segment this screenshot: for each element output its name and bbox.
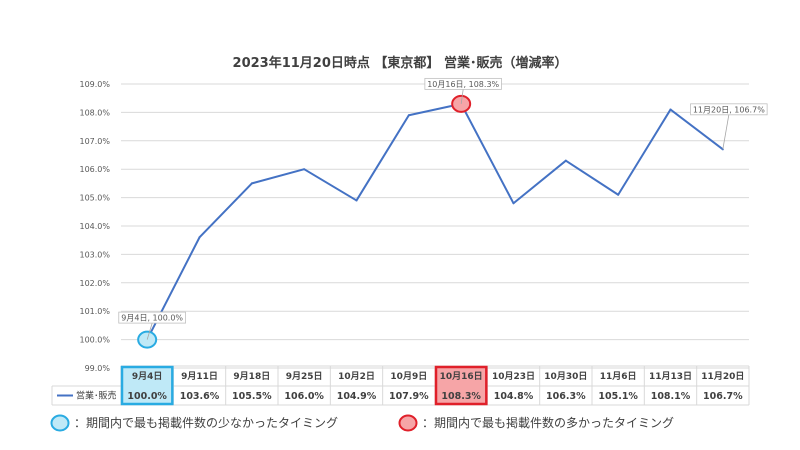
x-category-label: 10月9日 xyxy=(390,371,427,382)
y-tick-label: 103.0% xyxy=(79,250,110,259)
gridlines xyxy=(121,83,749,369)
callout-box xyxy=(118,311,186,324)
y-tick-label: 108.0% xyxy=(79,108,110,117)
table-series-name: 営業･販売 xyxy=(76,390,117,402)
table-value: 106.7% xyxy=(703,391,743,402)
table-value: 106.0% xyxy=(284,391,324,402)
table-value: 103.6% xyxy=(180,391,220,402)
data-point xyxy=(198,236,201,239)
data-point xyxy=(250,182,253,185)
table-value: 105.1% xyxy=(598,391,638,402)
callout-label: 9月4日, 100.0% xyxy=(121,314,183,323)
x-category-label: 11月20日 xyxy=(701,371,744,382)
legend-min-marker xyxy=(50,414,70,432)
y-tick-label: 99.0% xyxy=(85,364,111,373)
chart-title: 2023年11月20日時点 【東京都】 営業･販売（増減率） xyxy=(233,55,568,71)
y-tick-label: 106.0% xyxy=(79,165,110,174)
y-tick-label: 107.0% xyxy=(79,137,110,146)
callout-label: 11月20日, 106.7% xyxy=(693,105,765,114)
legend-max-marker xyxy=(398,414,418,432)
x-category-label: 11月6日 xyxy=(600,371,637,382)
table-highlight-box xyxy=(120,365,174,406)
legend-max-label: ：期間内で最も掲載件数の多かったタイミング xyxy=(422,415,674,430)
callout-leader xyxy=(146,322,153,340)
table-value: 100.0% xyxy=(127,391,167,402)
data-table: 営業･販売 9月4日 100.0% 9月11日 103.6% 9月18日 105.5% 9月2… xyxy=(51,365,750,406)
table-highlight-box xyxy=(434,365,488,406)
highlight-markers xyxy=(137,94,472,349)
callout-leader xyxy=(722,114,730,150)
table-value: 104.8% xyxy=(494,391,534,402)
y-tick-label: 102.0% xyxy=(79,279,110,288)
legend-min-label: ：期間内で最も掲載件数の少なかったタイミング xyxy=(74,415,338,430)
x-category-label: 10月2日 xyxy=(338,371,375,382)
data-point xyxy=(512,202,515,205)
data-point xyxy=(407,114,410,117)
table-value: 104.9% xyxy=(337,391,377,402)
data-point xyxy=(564,159,567,162)
data-point xyxy=(617,193,620,196)
y-tick-label: 104.0% xyxy=(79,222,110,231)
x-category-label: 9月4日 xyxy=(132,371,163,382)
table-value: 108.3% xyxy=(441,391,481,402)
x-category-label: 9月25日 xyxy=(286,371,323,382)
data-point xyxy=(303,168,306,171)
table-value: 107.9% xyxy=(389,391,429,402)
data-point xyxy=(669,108,672,111)
x-category-label: 9月11日 xyxy=(181,371,218,382)
table-value: 108.1% xyxy=(651,391,691,402)
x-category-label: 10月30日 xyxy=(544,371,587,382)
table-value: 105.5% xyxy=(232,391,272,402)
x-category-label: 11月13日 xyxy=(649,371,692,382)
y-tick-label: 109.0% xyxy=(79,80,110,89)
table-value: 106.3% xyxy=(546,391,586,402)
y-tick-label: 101.0% xyxy=(79,307,110,316)
callout-box xyxy=(424,77,502,90)
x-category-label: 10月23日 xyxy=(492,371,535,382)
legend: ：期間内で最も掲載件数の少なかったタイミング ：期間内で最も掲載件数の多かったタ… xyxy=(50,414,674,432)
callout-leader xyxy=(460,89,464,104)
series-line-path xyxy=(146,102,724,341)
callout-box xyxy=(690,103,768,116)
series-line xyxy=(146,102,724,341)
y-tick-label: 105.0% xyxy=(79,194,110,203)
data-callouts: 9月4日, 100.0% 10月16日, 108.3% 11月20日, 106.7% xyxy=(118,77,768,340)
callout-label: 10月16日, 108.3% xyxy=(427,80,499,89)
x-category-label: 10月16日 xyxy=(440,371,483,382)
data-point xyxy=(355,199,358,202)
y-axis: 99.0% 100.0% 101.0% 102.0% 103.0% 104.0% 105.0… xyxy=(79,80,110,373)
y-tick-label: 100.0% xyxy=(79,336,110,345)
x-category-label: 9月18日 xyxy=(233,371,270,382)
